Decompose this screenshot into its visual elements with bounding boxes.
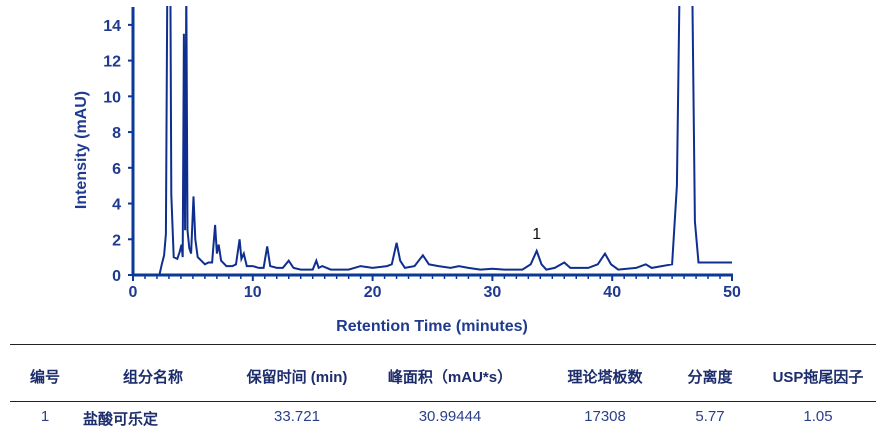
y-tick-label: 2	[112, 232, 121, 249]
cell-retention-time: 33.721	[274, 408, 320, 425]
cell-peak-area: 30.99444	[418, 408, 482, 425]
x-tick-label: 0	[129, 284, 138, 301]
header-id: 编号	[29, 369, 61, 386]
cell-component: 盐酸可乐定	[83, 411, 159, 428]
y-tick-label: 6	[112, 161, 121, 178]
y-tick-label: 14	[103, 18, 121, 35]
y-tick-label: 8	[112, 125, 121, 142]
y-tick-label: 0	[112, 268, 121, 285]
cell-resolution: 5.77	[695, 408, 725, 425]
header-tailing: USP拖尾因子	[772, 369, 864, 386]
x-tick-label: 20	[364, 284, 382, 301]
y-axis-label: Intensity (mAU)	[73, 91, 90, 209]
cell-plates: 17308	[584, 408, 626, 425]
header-component: 组分名称	[122, 369, 184, 386]
cell-tailing: 1.05	[803, 408, 833, 425]
x-tick-label: 10	[244, 284, 262, 301]
table-header-rule	[10, 401, 876, 402]
header-plates: 理论塔板数	[567, 369, 643, 386]
header-peak-area: 峰面积（mAU*s）	[387, 369, 513, 386]
cell-id: 1	[40, 408, 50, 425]
chromatogram-trace	[133, 6, 732, 276]
x-axis-label: Retention Time (minutes)	[336, 318, 528, 335]
x-tick-label: 50	[723, 284, 741, 301]
peak-label: 1	[532, 226, 541, 243]
header-resolution: 分离度	[687, 369, 733, 386]
y-tick-label: 10	[103, 89, 121, 106]
header-retention-time: 保留时间 (min)	[246, 369, 348, 386]
x-tick-label: 30	[484, 284, 502, 301]
chromatogram-chart: 0 10 20 30 40 50 0 2 4 6 8 10 12 14 1 Retention Time …	[73, 6, 741, 335]
y-tick-label: 12	[103, 54, 121, 71]
y-tick-label: 4	[112, 197, 121, 214]
x-tick-label: 40	[603, 284, 621, 301]
table-top-rule	[10, 344, 876, 345]
